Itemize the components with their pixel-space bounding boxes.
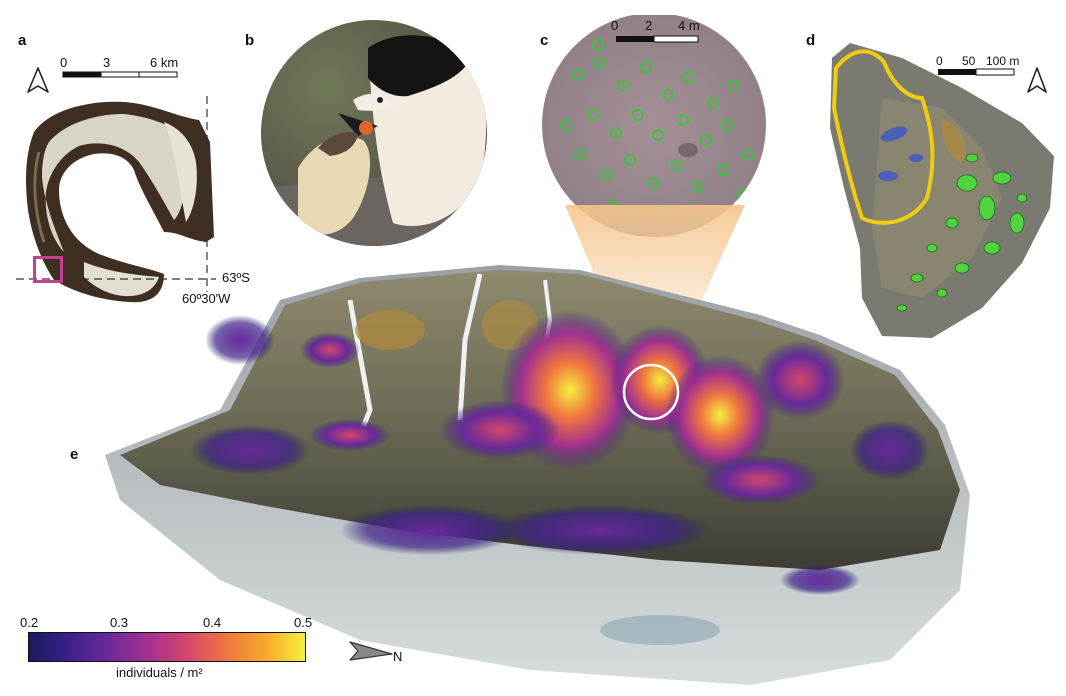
panel-label-d: d — [806, 32, 816, 49]
colorbar-label: individuals / m² — [116, 665, 203, 680]
north-label: N — [393, 649, 403, 664]
colony-map — [822, 38, 1062, 343]
longitude-label: 60º30'W — [182, 291, 231, 306]
colorbar-tick-0: 0.2 — [20, 615, 39, 630]
scale-d-100m: 100 m — [986, 54, 1020, 68]
panel-label-a: a — [18, 32, 27, 49]
scale-d-50: 50 — [962, 54, 976, 68]
graticule-lines — [0, 92, 230, 292]
colorbar-tick-2: 0.4 — [203, 615, 222, 630]
panel-label-e: e — [70, 446, 79, 463]
colorbar-tick-1: 0.3 — [110, 615, 129, 630]
colorbar-tick-3: 0.5 — [294, 615, 313, 630]
zoom-cone — [560, 200, 750, 410]
scale-a-3: 3 — [103, 55, 111, 70]
penguin-photo — [258, 18, 490, 248]
scale-bar-a — [60, 56, 190, 78]
colorbar — [28, 632, 306, 662]
scale-a-0: 0 — [60, 55, 68, 70]
panel-label-b: b — [245, 32, 255, 49]
scale-c-2: 2 — [645, 18, 653, 33]
north-arrow-icon — [26, 66, 50, 94]
panel-label-c: c — [540, 32, 549, 49]
density-3d-model — [100, 260, 980, 690]
drone-detection-photo — [538, 15, 770, 240]
latitude-label: 63ºS — [222, 270, 250, 285]
scale-c-0: 0 — [611, 18, 619, 33]
scale-d-0: 0 — [936, 54, 943, 68]
north-arrow-e-icon — [348, 640, 396, 662]
scale-bar-d — [936, 66, 1020, 78]
study-area-box — [33, 256, 63, 283]
scale-c-4m: 4 m — [678, 18, 700, 33]
scale-bar-c — [614, 32, 704, 46]
scale-a-6km: 6 km — [150, 55, 179, 70]
north-arrow-d-icon — [1026, 66, 1048, 94]
